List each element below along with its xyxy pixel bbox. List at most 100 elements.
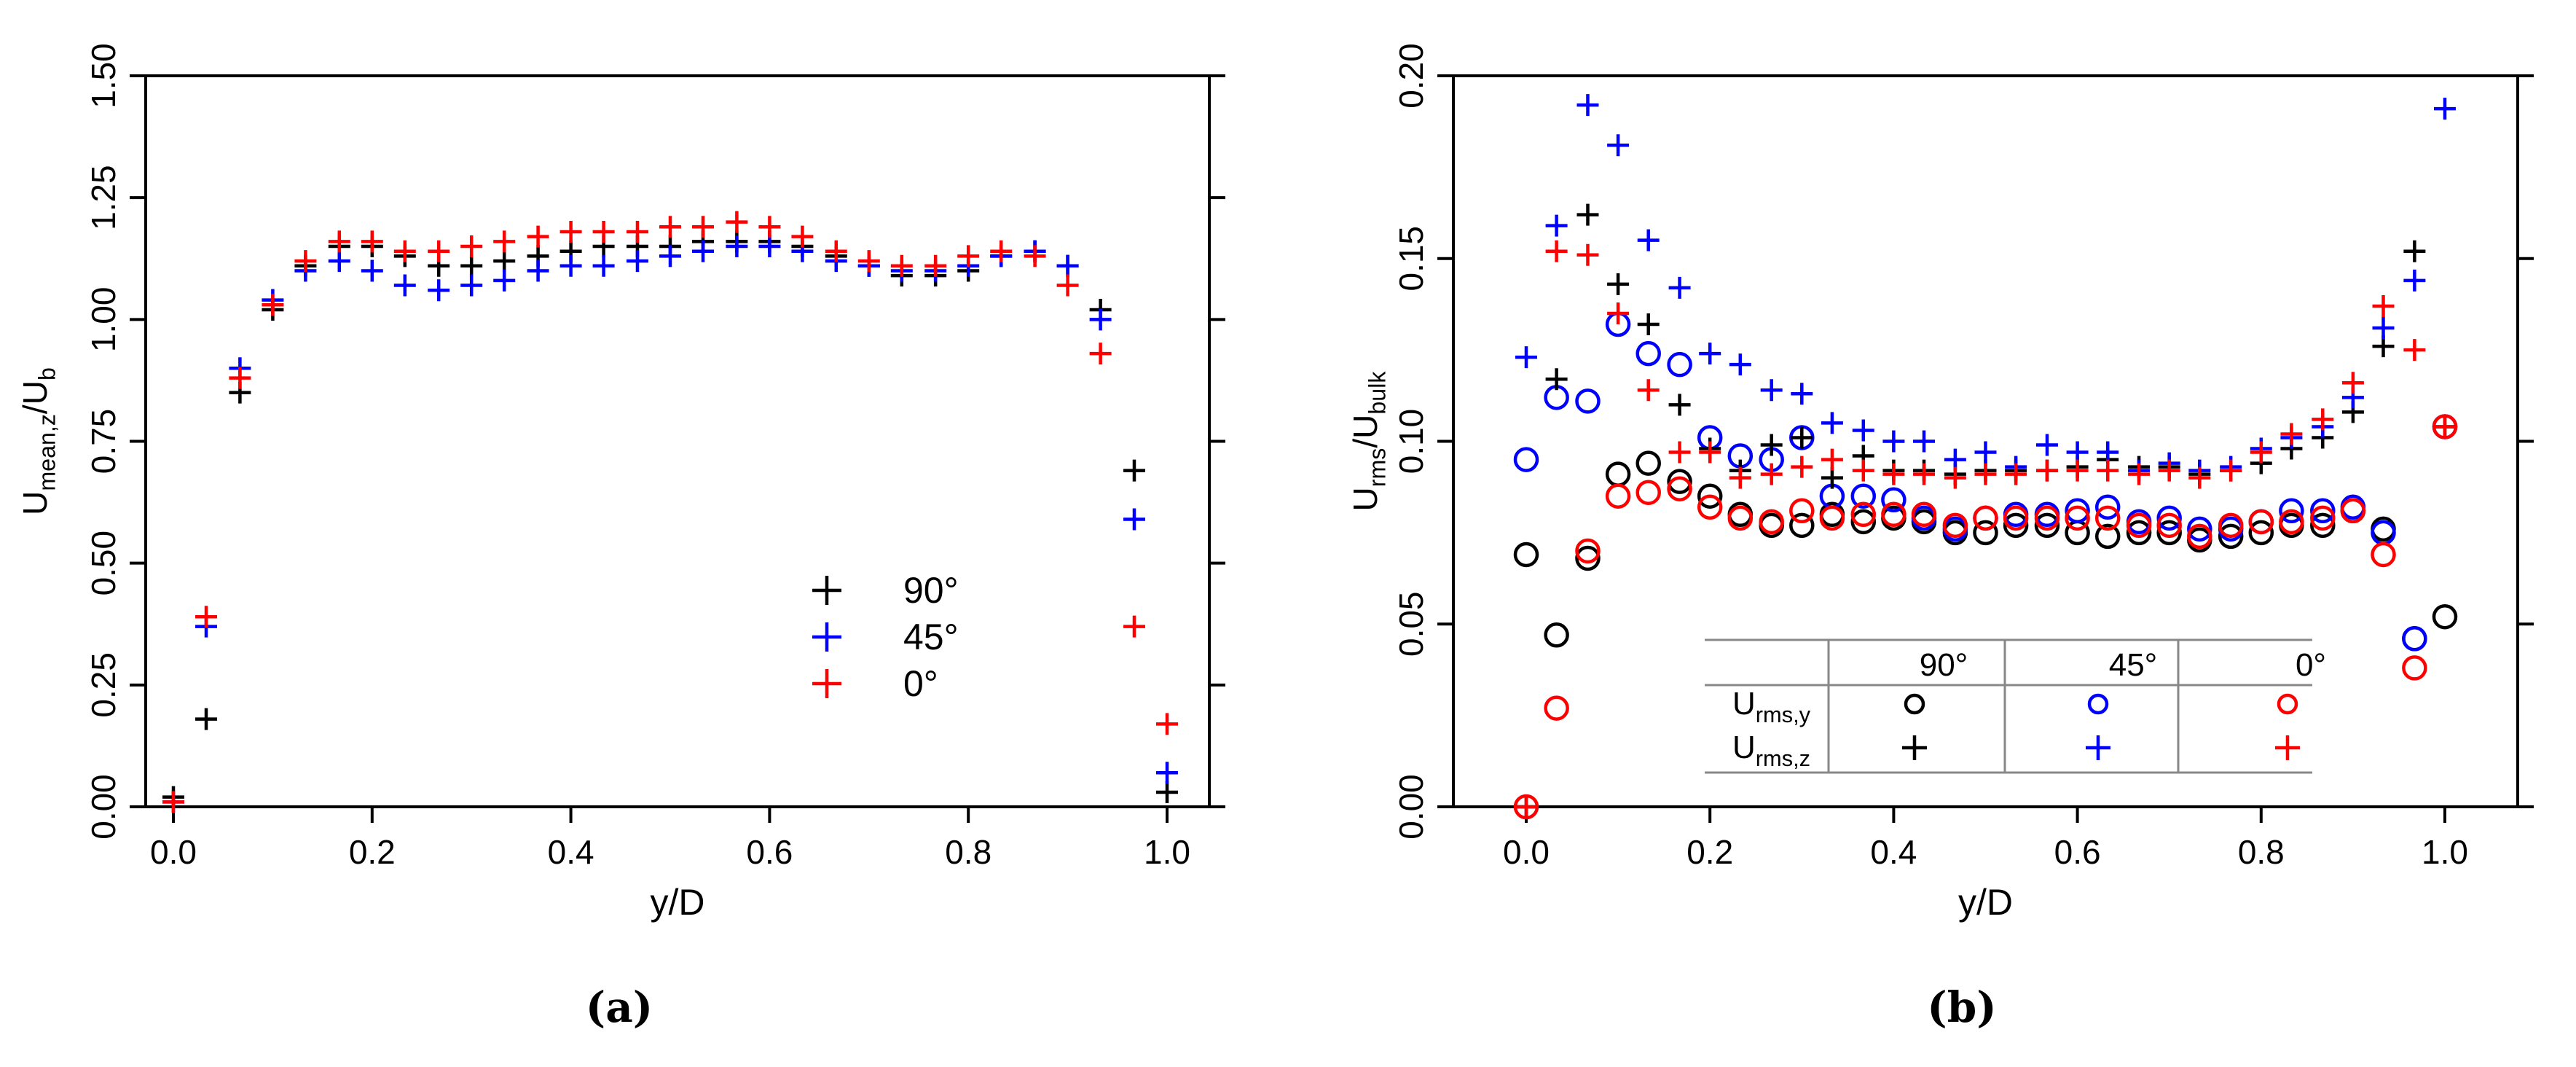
- data-point: [1791, 456, 1813, 478]
- data-point: [1760, 434, 1783, 456]
- data-point: [2248, 520, 2274, 546]
- data-point: [393, 274, 416, 297]
- data-point: [1850, 483, 1877, 509]
- data-point: [493, 269, 516, 292]
- legend-marker: [2086, 735, 2110, 760]
- data-point: [1697, 483, 1723, 509]
- data-point: [2065, 505, 2090, 531]
- table-row-label: Urms,y: [1732, 686, 1811, 727]
- data-point: [2128, 463, 2151, 485]
- data-point: [2158, 459, 2180, 482]
- panel-caption: (b): [1927, 982, 1996, 1032]
- data-point: [1973, 520, 1998, 546]
- data-point: [1760, 463, 1783, 485]
- legend-label: 90°: [903, 570, 959, 611]
- x-tick-label: 1.0: [2422, 833, 2468, 871]
- data-point: [825, 240, 847, 262]
- data-point: [1882, 463, 1905, 485]
- data-point: [1852, 419, 1874, 442]
- data-point: [1727, 505, 1754, 531]
- y-tick-label: 1.50: [85, 43, 122, 109]
- data-point: [990, 240, 1013, 262]
- data-point: [1942, 512, 1968, 539]
- data-point: [527, 225, 549, 248]
- data-point: [1607, 273, 1630, 295]
- data-point: [195, 606, 218, 628]
- data-point: [1791, 383, 1813, 405]
- x-tick-label: 1.0: [1144, 833, 1190, 871]
- data-point: [1576, 243, 1599, 266]
- y-axis-label: Umean,z/Ub: [16, 367, 60, 515]
- data-point: [1973, 505, 1998, 531]
- data-point: [1882, 430, 1905, 453]
- data-point: [1667, 476, 1692, 501]
- data-point: [294, 250, 317, 273]
- y-tick-label: 0.05: [1392, 591, 1430, 657]
- series-0: [162, 230, 1178, 808]
- data-point: [2156, 505, 2182, 531]
- y-tick-label: 0.00: [85, 774, 122, 840]
- data-point: [2340, 498, 2366, 524]
- data-series: [1513, 94, 2458, 820]
- data-point: [2402, 655, 2427, 681]
- data-point: [957, 245, 980, 267]
- y-tick-label: 0.75: [85, 409, 122, 474]
- data-point: [1089, 343, 1112, 365]
- data-point: [659, 216, 681, 238]
- legend-marker: [2087, 693, 2109, 715]
- data-point: [1881, 501, 1907, 528]
- data-point: [2372, 317, 2395, 340]
- data-point: [1789, 498, 1815, 524]
- data-point: [1089, 308, 1112, 331]
- data-point: [428, 240, 450, 262]
- data-point: [2035, 459, 2058, 482]
- data-point: [1944, 466, 1966, 489]
- data-point: [1056, 274, 1079, 297]
- data-point: [2402, 626, 2427, 652]
- data-point: [1123, 508, 1145, 531]
- data-point: [2034, 512, 2060, 539]
- data-point: [229, 367, 251, 389]
- legend-label: 45°: [903, 617, 959, 657]
- data-point: [2310, 498, 2336, 524]
- x-tick-label: 0.8: [2238, 833, 2285, 871]
- data-point: [1821, 448, 1843, 471]
- data-point: [1850, 501, 1877, 528]
- series-1: [162, 235, 1178, 813]
- data-point: [2097, 441, 2119, 464]
- y-axis: 0.00 0.05 0.10 0.15 0.20: [1392, 43, 2534, 840]
- y-tick-label: 0.50: [85, 531, 122, 596]
- panel-caption: (a): [586, 982, 653, 1032]
- data-point: [1974, 463, 1997, 485]
- plot-frame: [1452, 74, 2519, 808]
- data-point: [1123, 615, 1145, 638]
- data-point: [2372, 294, 2395, 317]
- data-point: [791, 225, 814, 248]
- data-point: [2250, 441, 2272, 464]
- data-point: [2066, 459, 2089, 482]
- data-point: [1576, 203, 1599, 226]
- data-point: [659, 245, 681, 267]
- data-point: [1635, 450, 1661, 476]
- y-axis-label: Urms/Ubulk: [1346, 371, 1391, 512]
- x-tick-label: 0.8: [945, 833, 991, 871]
- data-point: [1821, 466, 1843, 489]
- data-point: [1607, 302, 1630, 324]
- data-point: [1821, 412, 1843, 434]
- panel-b: 0.0 0.2 0.4 0.6 0.8 1.0 0.00 0.05 0.10 0.15 0.20 y/…: [1346, 43, 2534, 1032]
- legend-marker: [812, 669, 841, 698]
- data-point: [1944, 448, 1966, 471]
- data-point: [2220, 459, 2242, 482]
- data-point: [1699, 441, 1721, 464]
- data-point: [527, 259, 549, 282]
- data-point: [692, 216, 715, 238]
- x-tick-label: 0.4: [548, 833, 594, 871]
- data-point: [1575, 388, 1601, 414]
- x-tick-label: 0.2: [349, 833, 396, 871]
- data-point: [2188, 466, 2211, 489]
- data-point: [1605, 483, 1631, 509]
- data-point: [2126, 520, 2152, 546]
- data-point: [1515, 796, 1537, 818]
- data-point: [2341, 372, 2364, 394]
- x-tick-label: 0.6: [746, 833, 793, 871]
